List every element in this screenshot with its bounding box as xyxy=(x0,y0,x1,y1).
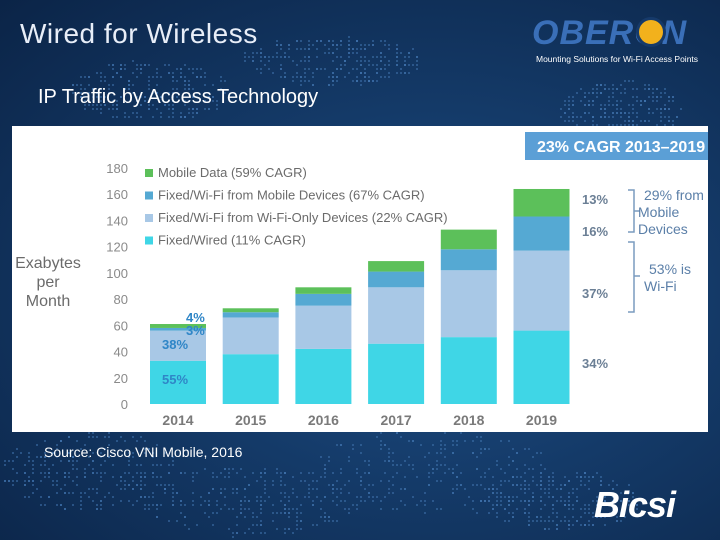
bicsi-logo: Bicsi xyxy=(594,484,676,525)
bar-label-2019: 37% xyxy=(582,286,608,301)
bar-segment-2019 xyxy=(513,216,570,251)
legend-swatch xyxy=(145,236,153,245)
bar-label-2019: 16% xyxy=(582,224,608,239)
legend-entry: Mobile Data (59% CAGR) xyxy=(158,165,307,180)
annotation-mobile-line1: 29% from xyxy=(644,187,704,203)
bar-segment-2019 xyxy=(513,330,570,404)
annotation-mobile-line2: Mobile xyxy=(638,204,679,220)
x-tick-label: 2016 xyxy=(308,412,339,428)
legend-swatch xyxy=(145,214,153,222)
y-axis-label-line1: Exabytes xyxy=(15,255,81,272)
bar-segment-2017 xyxy=(368,271,425,288)
x-tick-label: 2018 xyxy=(453,412,484,428)
y-axis-label-line2: per xyxy=(36,274,60,291)
bar-label-2014: 55% xyxy=(162,372,188,387)
slide-title: Wired for Wireless xyxy=(20,18,258,49)
chart-panel: 0 20 40 60 80 100 120 140 160 180 Exabytes per Month… xyxy=(12,126,708,432)
oberon-logo-ring-icon xyxy=(636,17,666,47)
legend-swatch xyxy=(145,191,153,200)
bar-segment-2018 xyxy=(440,249,497,271)
x-tick-label: 2019 xyxy=(526,412,557,428)
bar-segment-2018 xyxy=(440,270,497,338)
y-tick-label: 40 xyxy=(114,345,128,360)
cagr-banner-text: 23% CAGR 2013–2019 xyxy=(537,139,705,156)
annotation-wifi-line1: 53% is xyxy=(649,261,691,277)
source-caption: Source: Cisco VNI Mobile, 2016 xyxy=(44,444,243,460)
bar-segment-2015 xyxy=(222,312,279,318)
chart-subtitle: IP Traffic by Access Technology xyxy=(38,86,319,108)
y-tick-label: 180 xyxy=(106,161,128,176)
legend-entry: Fixed/Wi-Fi from Wi-Fi-Only Devices (22%… xyxy=(158,210,448,225)
x-tick-label: 2015 xyxy=(235,412,266,428)
oberon-logo: OBERON Mounting Solutions for Wi-Fi Acce… xyxy=(532,14,704,66)
legend-entry: Fixed/Wi-Fi from Mobile Devices (67% CAG… xyxy=(158,188,425,203)
bar-label-2014: 3% xyxy=(186,323,205,338)
bar-segment-2016 xyxy=(295,293,352,306)
y-tick-label: 100 xyxy=(106,266,128,281)
y-tick-label: 20 xyxy=(114,371,128,386)
x-tick-label: 2017 xyxy=(381,412,412,428)
y-tick-label: 0 xyxy=(121,397,128,412)
bar-segment-2018 xyxy=(440,229,497,250)
cagr-banner xyxy=(525,132,708,160)
y-axis-label-line3: Month xyxy=(26,293,70,310)
bar-segment-2014 xyxy=(150,360,206,404)
y-tick-label: 120 xyxy=(106,240,128,255)
bar-label-2014: 38% xyxy=(162,337,188,352)
y-tick-label: 140 xyxy=(106,213,128,228)
bar-segment-2016 xyxy=(295,305,352,349)
bar-segment-2018 xyxy=(440,337,497,404)
map-dot-group xyxy=(4,36,682,538)
oberon-logo-tagline: Mounting Solutions for Wi-Fi Access Poin… xyxy=(536,54,699,64)
bar-label-2019: 34% xyxy=(582,356,608,371)
bar-segment-2014 xyxy=(150,327,206,331)
bracket-wifi xyxy=(628,241,640,313)
y-tick-label: 60 xyxy=(114,318,128,333)
bar-segment-2015 xyxy=(222,317,279,355)
bar-segment-2019 xyxy=(513,250,570,331)
bar-segment-2016 xyxy=(295,348,352,404)
y-tick-label: 160 xyxy=(106,187,128,202)
bar-segment-2017 xyxy=(368,261,425,272)
bar-segment-2016 xyxy=(295,287,352,294)
bar-segment-2015 xyxy=(222,354,279,404)
bar-label-2014: 4% xyxy=(186,310,205,325)
legend-swatch xyxy=(145,169,153,177)
bar-label-2019: 13% xyxy=(582,192,608,207)
ip-traffic-chart: 0 20 40 60 80 100 120 140 160 180 Exabytes per Month… xyxy=(15,132,708,428)
bar-segment-2014 xyxy=(150,330,206,361)
bracket-mobile-devices xyxy=(628,189,640,233)
bar-segment-2014 xyxy=(150,324,206,328)
x-tick-label: 2014 xyxy=(162,412,193,428)
bar-segment-2017 xyxy=(368,287,425,344)
bar-segment-2019 xyxy=(513,188,570,217)
bar-segment-2015 xyxy=(222,308,279,313)
annotation-mobile-line3: Devices xyxy=(638,221,688,237)
bar-segment-2017 xyxy=(368,343,425,404)
annotation-wifi-line2: Wi-Fi xyxy=(644,278,677,294)
y-tick-label: 80 xyxy=(114,292,128,307)
legend-entry: Fixed/Wired (11% CAGR) xyxy=(158,233,306,248)
